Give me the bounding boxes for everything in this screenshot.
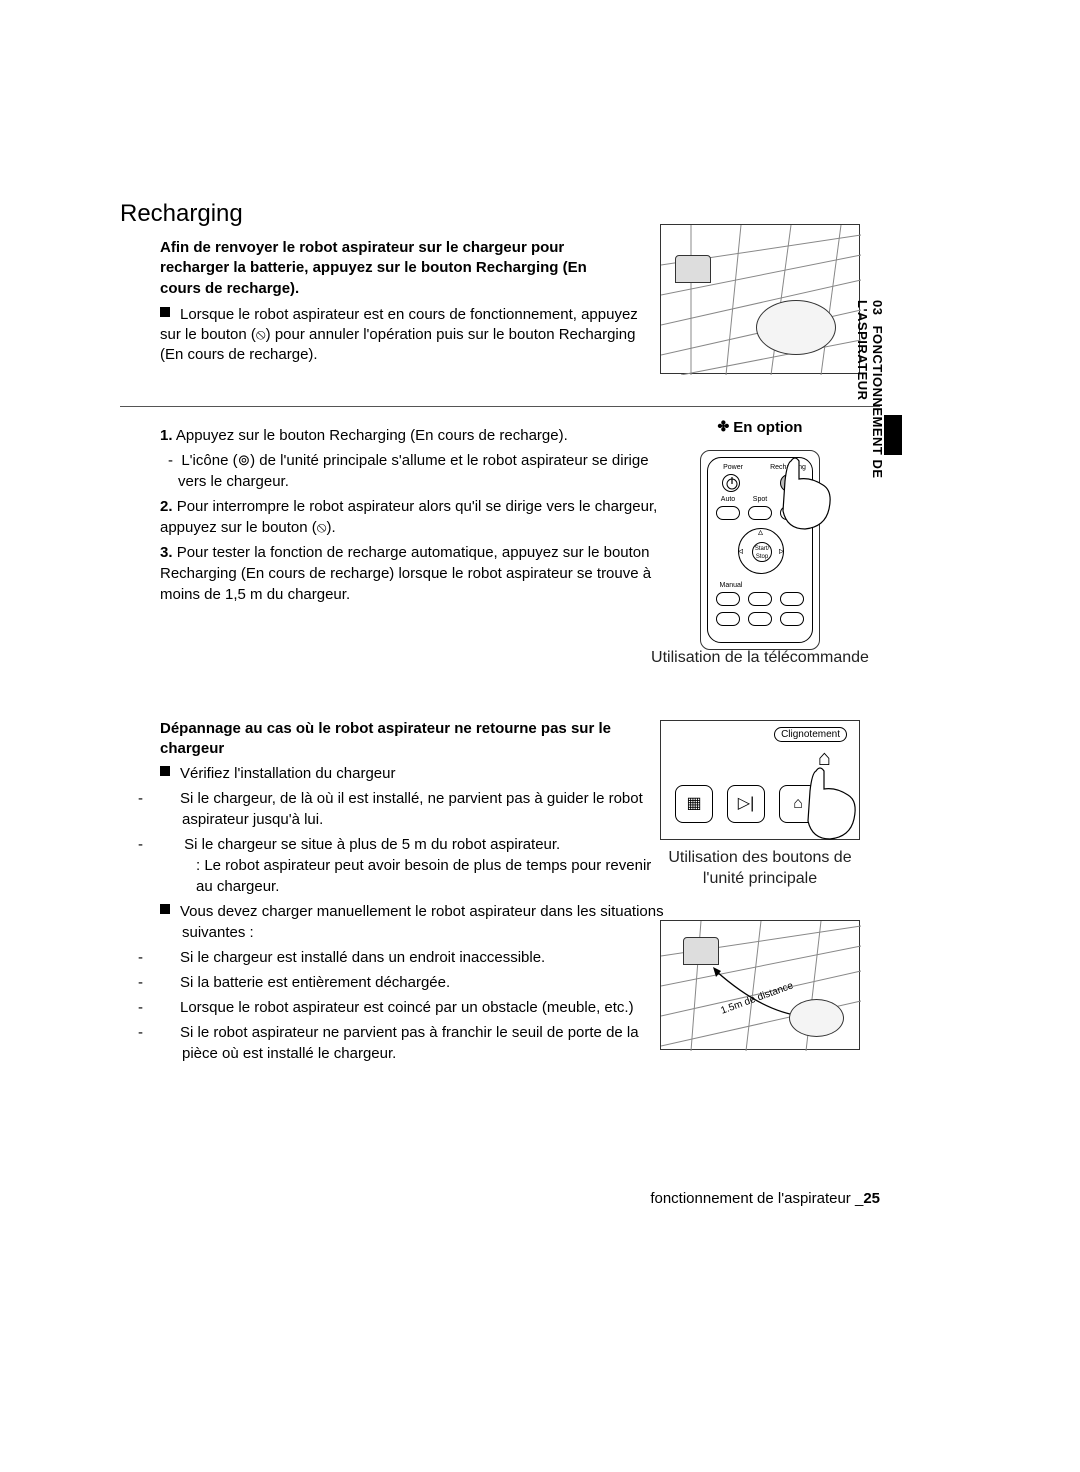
hand-icon (771, 451, 841, 531)
step-num: 1. (160, 427, 173, 444)
power-icon (723, 475, 741, 493)
remote-misc-btn (748, 612, 772, 626)
side-tab-marker (884, 415, 902, 455)
remote-misc-btn (780, 612, 804, 626)
step-text: Pour tester la fonction de recharge auto… (160, 544, 651, 603)
remote-misc-btn (716, 592, 740, 606)
t-row: Lorsque le robot aspirateur est coincé p… (160, 997, 670, 1018)
figure-robot-charging (660, 224, 860, 374)
figure-distance: 1.5m de distance (660, 920, 860, 1050)
side-tab: 03 FONCTIONNEMENT DE L'ASPIRATEUR (865, 300, 885, 580)
remote-label-auto: Auto (716, 496, 740, 503)
step-1-dash: - L'icône (⊚) de l'unité principale s'al… (160, 450, 680, 492)
t-row: Vous devez charger manuellement le robot… (160, 901, 670, 943)
footer-text: fonctionnement de l'aspirateur _ (650, 1190, 863, 1207)
step-text: Pour interrompre le robot aspirateur alo… (160, 498, 657, 536)
option-symbol-icon: ✤ (718, 418, 730, 435)
intro-bullet: Lorsque le robot aspirateur est en cours… (160, 305, 640, 366)
remote-misc-btn (716, 612, 740, 626)
remote-misc-btn (780, 592, 804, 606)
divider (120, 406, 880, 407)
remote-label-spot: Spot (748, 496, 772, 503)
remote-dpad: Start/ Stop ▵ ◃ ▹ (738, 528, 784, 574)
side-tab-num: 03 (870, 300, 885, 315)
intro-bold: Afin de renvoyer le robot aspirateur sur… (160, 238, 620, 299)
remote-power-btn (722, 474, 740, 492)
hand-icon (796, 761, 866, 841)
dock-icon (675, 255, 711, 283)
numbered-steps: 1. Appuyez sur le bouton Recharging (En … (160, 425, 680, 605)
remote-spot-btn (748, 506, 772, 520)
remote-label-power: Power (718, 464, 748, 471)
remote-auto-btn (716, 506, 740, 520)
footer-page: 25 (863, 1190, 880, 1207)
step-text: Appuyez sur le bouton Recharging (En cou… (176, 427, 568, 444)
clignotement-label: Clignotement (774, 727, 847, 742)
footer: fonctionnement de l'aspirateur _25 (0, 1190, 880, 1207)
option-label: ✤✤ En optionEn option (660, 418, 860, 436)
t-row: Si la batterie est entièrement déchargée… (160, 972, 670, 993)
robot-icon (789, 999, 844, 1037)
robot-icon (756, 300, 836, 355)
remote-misc-btn (748, 592, 772, 606)
troubleshoot-list: Vérifiez l'installation du chargeur Si l… (160, 763, 670, 1064)
floor-lines-icon (661, 225, 861, 375)
troubleshoot-heading: Dépannage au cas où le robot aspirateur … (160, 719, 660, 760)
panel-play-btn: ▷| (727, 785, 765, 823)
arrow-up-icon: ▵ (758, 527, 763, 538)
caption-remote: Utilisation de la télécommande (650, 648, 870, 669)
panel-grid-btn: ▦ (675, 785, 713, 823)
step-2: 2. Pour interrompre le robot aspirateur … (160, 496, 680, 538)
t-row: Vérifiez l'installation du chargeur (160, 763, 670, 784)
t-row: Si le chargeur, de là où il est installé… (160, 788, 670, 830)
step-3: 3. Pour tester la fonction de recharge a… (160, 542, 680, 605)
arrow-left-icon: ◃ (738, 546, 743, 557)
remote-label-manual: Manual (716, 582, 746, 589)
remote-startstop-btn: Start/ Stop (752, 542, 772, 562)
t-row: Si le chargeur se situe à plus de 5 m du… (160, 834, 670, 897)
t-row: Si le robot aspirateur ne parvient pas à… (160, 1022, 670, 1064)
step-1: 1. Appuyez sur le bouton Recharging (En … (160, 425, 680, 446)
caption-main: Utilisation des boutons de l'unité princ… (650, 848, 870, 890)
t-row: Si le chargeur est installé dans un endr… (160, 947, 670, 968)
figure-remote: Power Recharging Auto Spot Max Start/ St… (700, 450, 820, 650)
step-num: 3. (160, 544, 173, 561)
square-bullet-icon (160, 307, 170, 317)
arrow-right-icon: ▹ (779, 546, 784, 557)
figure-main-unit-buttons: Clignotement ⌂ ▦ ▷| ⌂ (660, 720, 860, 840)
step-num: 2. (160, 498, 173, 515)
dock-icon (683, 937, 719, 965)
intro-bullet-text: Lorsque le robot aspirateur est en cours… (160, 306, 638, 364)
